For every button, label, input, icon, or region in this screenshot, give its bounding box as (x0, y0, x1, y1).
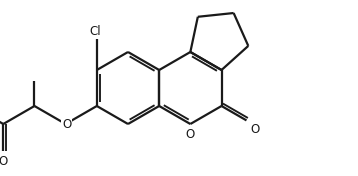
Text: O: O (251, 123, 260, 136)
Text: O: O (62, 118, 71, 131)
Text: O: O (0, 155, 8, 168)
Text: Cl: Cl (89, 25, 101, 38)
Text: O: O (186, 128, 195, 141)
